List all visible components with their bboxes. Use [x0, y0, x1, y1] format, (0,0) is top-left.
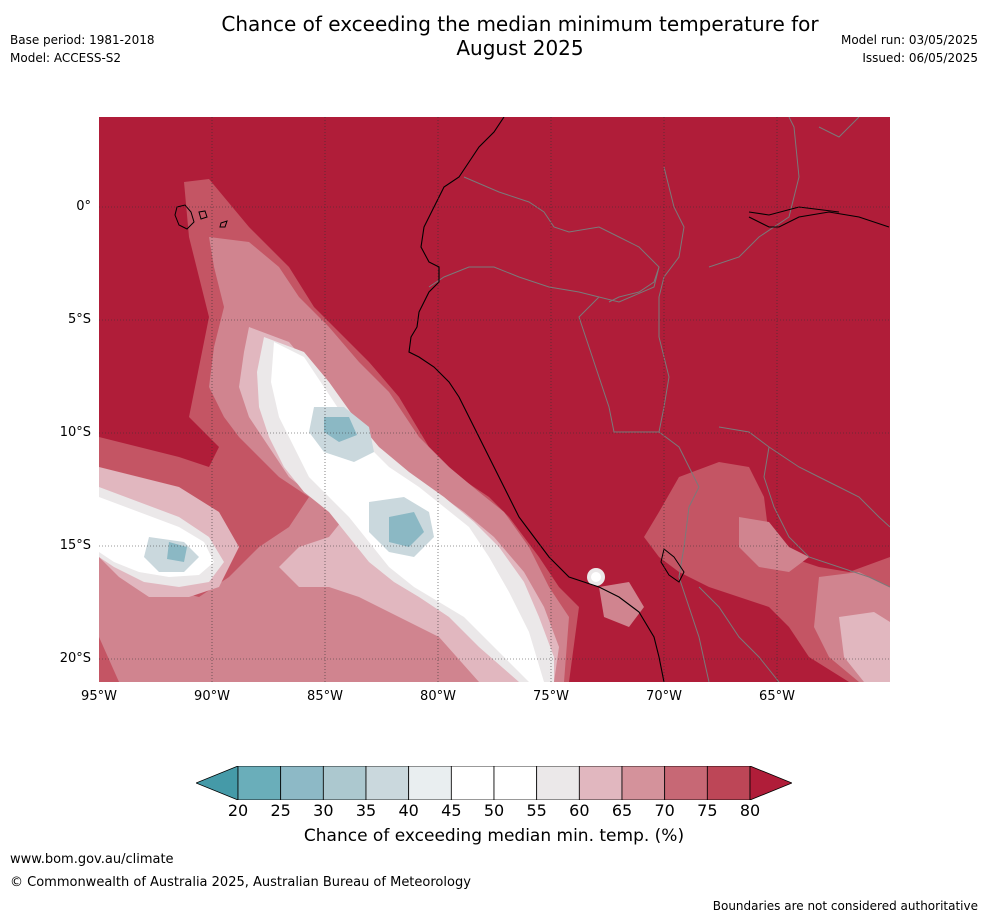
colorbar-segment [365, 766, 410, 800]
colorbar-arrow-high [749, 766, 792, 800]
colorbar-segment [280, 766, 324, 800]
base-period: Base period: 1981-2018 [10, 33, 155, 47]
forecast-map [99, 117, 890, 682]
colorbar-tick-label: 75 [697, 801, 718, 820]
coastline [408, 117, 890, 682]
lon-label: 65°W [759, 689, 795, 704]
lon-label: 90°W [194, 689, 230, 704]
footer-url: www.bom.gov.au/climate [10, 852, 174, 867]
title-line-2: August 2025 [456, 36, 584, 60]
issued-date: Issued: 06/05/2025 [862, 51, 978, 65]
map-title: Chance of exceeding the median minimum t… [170, 12, 870, 60]
lon-label: 95°W [81, 689, 117, 704]
galapagos-islands [174, 204, 228, 230]
colorbar-tick-label: 40 [398, 801, 419, 820]
colorbar-segment [408, 766, 452, 800]
lat-label: 15°S [59, 538, 91, 553]
contour-band-40 [144, 407, 434, 572]
title-line-1: Chance of exceeding the median minimum t… [221, 12, 819, 36]
lat-label: 0° [76, 199, 91, 214]
model-name: Model: ACCESS-S2 [10, 51, 122, 65]
colorbar-tick-label: 80 [739, 801, 761, 820]
colorbar-segment [664, 766, 708, 800]
footer-copyright: © Commonwealth of Australia 2025, Austra… [10, 875, 471, 890]
colorbar-segment [237, 766, 282, 800]
colorbar-segment [706, 766, 751, 800]
colorbar-segment [322, 766, 367, 800]
lat-label: 20°S [59, 651, 91, 666]
colorbar-tick-label: 60 [569, 801, 590, 820]
colorbar-tick-label: 25 [270, 801, 291, 820]
colorbar-arrow-low [196, 766, 239, 800]
colorbar-segment [578, 766, 623, 800]
colorbar-tick-label: 35 [355, 801, 377, 820]
colorbar-tick-label: 55 [526, 801, 547, 820]
meta-right: Model run: 03/05/2025 Issued: 06/05/2025 [841, 31, 978, 67]
land-contour-65 [839, 612, 890, 682]
lon-label: 70°W [646, 689, 682, 704]
colorbar-segment [621, 766, 666, 800]
lon-label: 85°W [307, 689, 343, 704]
graticule [99, 117, 890, 682]
lon-label: 80°W [420, 689, 456, 704]
colorbar-tick-label: 45 [441, 801, 462, 820]
meta-left: Base period: 1981-2018 Model: ACCESS-S2 [10, 31, 155, 67]
lat-label: 5°S [67, 312, 91, 327]
model-run: Model run: 03/05/2025 [840, 33, 978, 47]
colorbar-segment [493, 766, 538, 800]
colorbar [196, 766, 792, 800]
coastal-white-spot-core [591, 572, 601, 582]
footer-note: Boundaries are not considered authoritat… [712, 899, 978, 913]
colorbar-label: Chance of exceeding median min. temp. (%… [303, 826, 685, 846]
contour-band-50 [99, 342, 544, 682]
colorbar-segment [450, 766, 495, 800]
colorbar-tick-label: 30 [313, 801, 334, 820]
colorbar-segment [536, 766, 580, 800]
lake-titicaca [660, 548, 685, 583]
colorbar-tick-label: 20 [227, 801, 249, 820]
colorbar-tick-label: 70 [654, 801, 675, 820]
lon-label: 75°W [533, 689, 569, 704]
colorbar-tick-label: 50 [483, 801, 505, 820]
lat-label: 10°S [59, 425, 91, 440]
country-borders [428, 117, 890, 682]
colorbar-tick-label: 65 [611, 801, 633, 820]
